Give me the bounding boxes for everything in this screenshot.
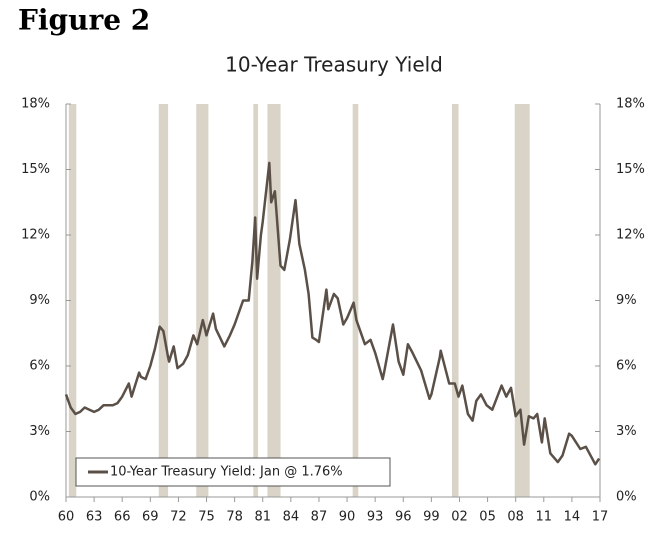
- y-tick-label: 18%: [21, 97, 50, 112]
- x-tick-label: 78: [226, 510, 243, 525]
- y-tick-label: 3%: [29, 424, 50, 439]
- x-tick-label: 84: [283, 510, 300, 525]
- recession-band: [451, 104, 459, 497]
- recession-band: [158, 104, 169, 497]
- figure-label: Figure 2: [18, 4, 150, 37]
- x-tick-label: 69: [142, 510, 159, 525]
- y-tick-label: 6%: [29, 359, 50, 374]
- y2-tick-label: 12%: [616, 228, 645, 243]
- x-tick-label: 90: [339, 510, 356, 525]
- x-tick-label: 05: [479, 510, 496, 525]
- x-tick-label: 93: [367, 510, 384, 525]
- y2-tick-label: 6%: [616, 359, 637, 374]
- x-tick-label: 81: [254, 510, 271, 525]
- y2-tick-label: 18%: [616, 97, 645, 112]
- y2-tick-label: 3%: [616, 424, 637, 439]
- legend-label: 10-Year Treasury Yield: Jan @ 1.76%: [110, 465, 343, 480]
- y2-tick-label: 0%: [616, 490, 637, 505]
- x-tick-label: 96: [395, 510, 412, 525]
- y2-tick-label: 9%: [616, 293, 637, 308]
- y-tick-label: 0%: [29, 490, 50, 505]
- recession-band: [68, 104, 77, 497]
- x-tick-label: 02: [451, 510, 468, 525]
- x-tick-label: 75: [198, 510, 215, 525]
- x-tick-label: 72: [170, 510, 187, 525]
- x-tick-label: 87: [311, 510, 328, 525]
- y-tick-label: 15%: [21, 162, 50, 177]
- chart-title: 10-Year Treasury Yield: [225, 53, 443, 77]
- x-tick-label: 08: [507, 510, 524, 525]
- y-tick-label: 9%: [29, 293, 50, 308]
- x-tick-label: 99: [423, 510, 440, 525]
- recession-band: [253, 104, 259, 497]
- x-tick-label: 63: [86, 510, 103, 525]
- recession-band: [514, 104, 530, 497]
- x-tick-label: 14: [564, 510, 581, 525]
- recession-band: [196, 104, 209, 497]
- x-tick-label: 17: [592, 510, 609, 525]
- x-tick-label: 11: [536, 510, 553, 525]
- series-line: [64, 161, 601, 466]
- x-tick-label: 60: [58, 510, 75, 525]
- y-tick-label: 12%: [21, 228, 50, 243]
- legend-box: [75, 457, 391, 487]
- y2-tick-label: 15%: [616, 162, 645, 177]
- recession-band: [352, 104, 359, 497]
- x-tick-label: 66: [114, 510, 131, 525]
